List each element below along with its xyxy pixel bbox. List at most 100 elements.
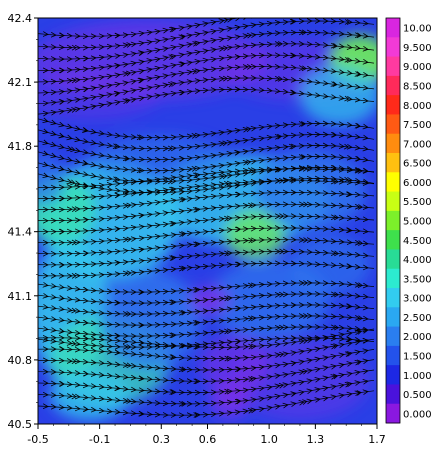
x-tick-label: 0.6 <box>199 433 217 446</box>
stream-arrow <box>114 226 120 232</box>
stream-arrow <box>138 410 144 417</box>
stream-arrow <box>344 56 350 63</box>
stream-arrow <box>278 324 285 331</box>
stream-arrow <box>247 315 254 322</box>
stream-arrow <box>125 97 131 104</box>
stream-arrow <box>344 95 350 102</box>
colorbar-label: 10.00 <box>403 24 432 35</box>
stream-arrow <box>180 61 186 67</box>
colorbar-swatch <box>386 37 400 58</box>
stream-arrow <box>193 287 199 293</box>
stream-arrow <box>193 378 199 385</box>
stream-arrow <box>277 133 283 140</box>
stream-arrow <box>302 368 308 375</box>
stream-arrow <box>179 89 186 96</box>
stream-arrow <box>236 261 242 268</box>
stream-arrow <box>82 127 88 133</box>
stream-arrow <box>357 204 363 210</box>
colorbar-label: 5.500 <box>403 197 432 208</box>
stream-arrow <box>126 344 132 350</box>
stream-arrow <box>193 343 199 350</box>
stream-arrow <box>301 65 307 72</box>
stream-arrow <box>59 32 65 39</box>
stream-arrow <box>303 237 309 243</box>
stream-arrow <box>181 265 187 272</box>
stream-arrow <box>345 336 351 343</box>
stream-arrow <box>235 191 242 198</box>
stream-arrow <box>112 176 118 182</box>
colorbar-swatch <box>386 345 400 366</box>
stream-arrow <box>126 202 132 209</box>
stream-arrow <box>224 388 230 395</box>
x-tick-label: -0.1 <box>89 433 110 446</box>
stream-arrow <box>70 179 76 186</box>
stream-arrow <box>191 133 197 139</box>
stream-arrow <box>345 227 352 234</box>
stream-arrow <box>168 26 175 33</box>
colorbar-label: 6.500 <box>403 159 432 170</box>
stream-arrow <box>192 41 198 47</box>
stream-arrow <box>246 126 252 133</box>
colorbar-label: 7.500 <box>403 120 432 131</box>
stream-arrow <box>356 71 362 77</box>
stream-arrow <box>71 307 77 314</box>
stream-arrow <box>290 360 297 367</box>
stream-arrow <box>357 168 363 174</box>
stream-arrow <box>246 32 253 39</box>
y-tick-label: 41.8 <box>8 140 33 153</box>
stream-arrow <box>192 172 199 179</box>
stream-arrow <box>70 146 76 153</box>
stream-arrow <box>289 18 295 25</box>
stream-arrow <box>181 196 187 203</box>
stream-arrow <box>193 241 199 248</box>
stream-arrow <box>333 324 340 331</box>
stream-arrow <box>138 289 144 295</box>
colorbar: 10.00 9.500 9.000 8.500 8.000 7.500 7.000 6.500… <box>385 17 432 424</box>
x-tick-label: 1.3 <box>307 433 325 446</box>
stream-arrow <box>126 362 132 369</box>
stream-arrow <box>126 311 132 317</box>
stream-arrow <box>138 212 144 219</box>
stream-arrow <box>333 214 340 221</box>
colorbar-label: 4.500 <box>403 236 432 247</box>
colorbar-label: 5.000 <box>403 217 432 228</box>
stream-arrow <box>236 338 242 345</box>
stream-arrow <box>332 43 338 49</box>
colorbar-label: 8.500 <box>403 82 432 93</box>
stream-arrow <box>114 332 120 339</box>
stream-arrow <box>83 250 89 257</box>
stream-arrow <box>303 201 309 208</box>
stream-arrow <box>234 54 240 60</box>
stream-arrow <box>345 303 351 310</box>
colorbar-label: 0.500 <box>403 390 432 401</box>
stream-arrow <box>71 107 77 113</box>
stream-arrow <box>126 398 132 404</box>
y-axis: 42.4 42.1 41.8 41.4 41.1 40.8 40.5 <box>8 12 38 431</box>
stream-arrow <box>291 225 297 231</box>
stream-arrow <box>193 412 199 418</box>
stream-arrow <box>136 167 142 174</box>
stream-arrow <box>356 32 362 39</box>
streamline <box>38 316 375 325</box>
stream-arrow <box>277 166 283 173</box>
y-tick-label: 41.1 <box>8 290 33 303</box>
stream-arrow <box>169 389 175 395</box>
stream-arrow <box>83 217 89 223</box>
stream-arrow <box>138 339 144 346</box>
stream-arrow <box>279 248 285 255</box>
stream-arrow <box>126 236 132 243</box>
stream-arrow <box>343 143 350 150</box>
stream-arrow <box>247 407 254 414</box>
stream-arrow <box>291 260 297 267</box>
stream-arrow <box>224 295 230 302</box>
streamline <box>38 294 375 303</box>
stream-arrow <box>222 140 228 147</box>
stream-arrow <box>357 282 363 288</box>
colorbar-swatch <box>386 384 400 405</box>
x-tick-label: 1.7 <box>368 433 386 446</box>
stream-arrow <box>114 63 120 69</box>
colorbar-swatch <box>386 133 400 154</box>
y-tick-label: 42.4 <box>8 12 33 25</box>
stream-arrow <box>288 176 295 183</box>
